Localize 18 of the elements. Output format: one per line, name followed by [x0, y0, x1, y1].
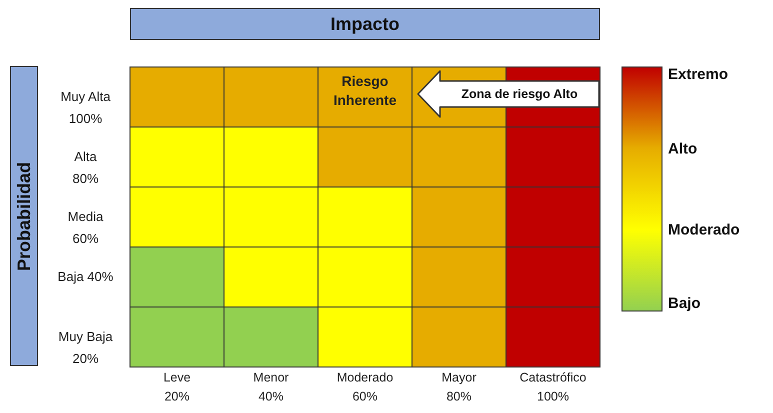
color-bar-label: Bajo — [668, 295, 701, 312]
color-bar-label: Extremo — [668, 66, 728, 83]
color-bar-label: Moderado — [668, 222, 740, 239]
y-tick-label: Alta 80% — [72, 149, 99, 186]
x-tick-label: Moderado 60% — [336, 370, 394, 404]
y-tick-label: Muy Baja 20% — [58, 329, 114, 366]
chart-title: Impacto — [130, 8, 600, 40]
y-axis-title: Probabilidad — [14, 161, 34, 271]
x-tick-label: Menor 40% — [253, 370, 289, 404]
annotation: Zona de riesgo Alto — [460, 86, 579, 103]
x-tick-label: Mayor 80% — [442, 370, 476, 404]
y-tick-label: Baja 40% — [58, 269, 114, 284]
color-bar-label: Alto — [668, 140, 698, 158]
y-tick-label: Muy Alta 100% — [60, 89, 112, 126]
annotation: Riesgo Inherente — [332, 72, 398, 110]
x-tick-label: Leve 20% — [163, 370, 191, 404]
x-tick-label: Catastrófico 100% — [520, 370, 586, 404]
y-tick-label: Media 60% — [68, 209, 104, 246]
